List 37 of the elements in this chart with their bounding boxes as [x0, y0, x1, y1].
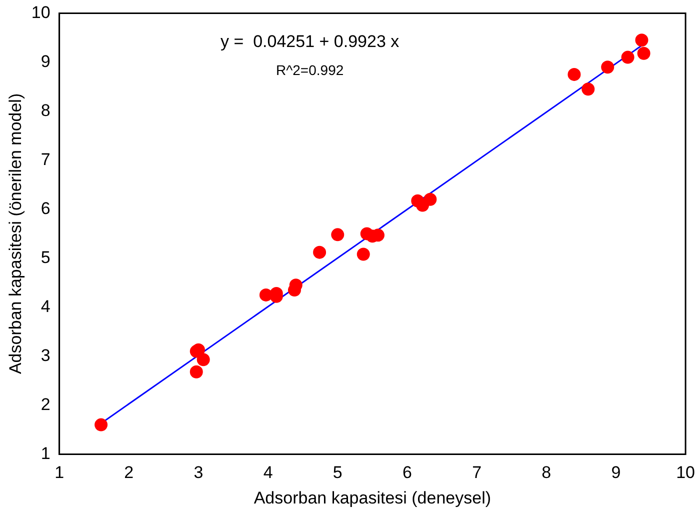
y-tick-label: 3	[40, 346, 50, 365]
annotation: y = 0.04251 + 0.9923 x	[220, 32, 400, 52]
x-tick-label: 1	[54, 463, 64, 482]
x-tick-label: 5	[332, 463, 342, 482]
point	[94, 418, 108, 432]
y-tick-label: 6	[40, 198, 50, 218]
point	[635, 34, 648, 47]
point	[331, 228, 344, 242]
x-tick-label: 8	[542, 463, 552, 482]
x-tick-label: 6	[402, 463, 412, 482]
point	[568, 68, 581, 81]
x-axis-title: Adsorban kapasitesi (deneysel)	[254, 488, 492, 508]
y-tick-label: 7	[40, 150, 50, 169]
x-tick-label: 7	[472, 463, 482, 482]
x-tick-label: 10	[676, 463, 696, 482]
point	[637, 46, 650, 60]
y-tick-label: 8	[40, 100, 50, 120]
x-tick-label: 4	[263, 463, 273, 482]
point	[313, 246, 326, 259]
point	[196, 353, 210, 366]
x-tick-label: 2	[124, 463, 134, 482]
y-tick-label: 9	[40, 52, 50, 71]
y-tick-label: 4	[40, 296, 50, 316]
y-axis-title: Adsorban kapasitesi (önerilen model)	[6, 93, 25, 374]
point	[190, 365, 203, 378]
annotation: R^2=0.992	[276, 62, 344, 78]
point	[356, 248, 370, 261]
y-tick-label: 1	[40, 444, 50, 463]
x-tick-label: 3	[194, 463, 204, 482]
point	[424, 192, 437, 206]
y-tick-label: 10	[31, 2, 50, 22]
y-tick-label: 5	[40, 248, 50, 267]
point	[601, 60, 614, 74]
x-tick-label: 9	[611, 463, 621, 482]
point	[582, 82, 595, 96]
point	[621, 50, 634, 64]
y-tick-label: 2	[40, 394, 50, 414]
